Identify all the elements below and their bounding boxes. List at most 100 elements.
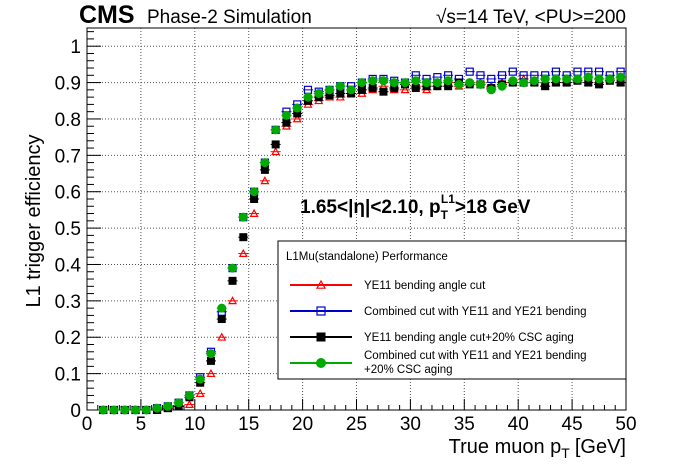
data-point [519,78,529,88]
data-point [217,303,227,313]
data-point [260,176,270,185]
data-point [379,87,388,96]
data-point [487,74,496,84]
x-axis-title-main: True muon p [449,436,562,458]
data-point [206,349,216,359]
data-point [249,187,259,197]
x-tick-label: 45 [562,414,583,435]
data-point [184,399,194,408]
data-points [98,67,626,415]
data-point [260,165,269,174]
y-axis-title: L1 trigger efficiency [23,134,45,307]
data-point [378,76,388,86]
legend-label: YE11 bending angle cut+20% CSC aging [364,332,574,344]
legend-marker [316,306,326,316]
tick-labels: 0 5 10 15 20 25 30 35 40 45 50 0 0.1 0.2 0.3 0.4 0.5 0.6 0… [55,37,637,435]
data-point [325,85,335,95]
data-point [228,263,238,273]
region-text: 1.65<|η|<2.10, p [300,197,441,218]
data-point [228,276,237,285]
legend-title: L1Mu(standalone) Performance [286,251,448,263]
y-tick-label: 1 [70,37,81,58]
simulation-label: Phase-2 Simulation [147,7,312,28]
data-point [303,92,313,102]
y-tick-label: 0.1 [55,365,81,386]
data-point [465,78,475,88]
data-point [357,78,367,88]
x-axis-title-unit: [GeV] [575,436,626,458]
data-point [195,388,205,398]
data-point [529,76,539,86]
data-point [368,76,378,86]
data-point [217,332,227,341]
data-point [400,78,410,88]
y-tick-label: 0.5 [55,219,81,240]
x-tick-label: 0 [82,414,93,435]
data-point [163,401,173,411]
data-point [583,72,593,82]
legend-entries: YE11 bending angle cut Combined cut with … [290,279,587,376]
y-tick-label: 0.2 [55,328,81,349]
x-tick-label: 50 [615,414,636,435]
data-point [572,74,582,84]
data-point [260,158,270,168]
x-axis-title-sub: T [561,445,570,461]
region-pt-sub: T [441,208,449,222]
axis-ticks [86,31,627,411]
legend-entry-2: Combined cut with YE11 and YE21 bending [290,306,587,318]
data-point [605,74,615,84]
data-point [497,71,507,80]
data-point [411,76,421,86]
y-tick-label: 0 [70,401,81,422]
data-point [109,405,119,415]
experiment-label: CMS [79,1,135,29]
data-point [120,405,130,415]
data-point [228,296,238,305]
x-tick-label: 10 [184,414,205,435]
data-point [174,398,184,408]
data-point [465,67,474,76]
data-point [551,74,561,84]
data-point [346,85,356,95]
y-tick-label: 0.4 [55,255,82,276]
series-4 [98,72,626,415]
x-axis-title: True muon pT [GeV] [449,436,626,461]
x-tick-label: 5 [136,414,147,435]
data-point [98,405,108,415]
data-point [411,84,420,93]
data-point [238,248,248,257]
data-point [271,125,281,135]
region-threshold: >18 GeV [455,197,531,218]
x-tick-label: 20 [292,414,313,435]
x-tick-label: 40 [508,414,529,435]
data-point [594,74,604,84]
legend-label: +20% CSC aging [364,364,453,376]
data-point [131,405,141,415]
data-point [292,114,302,123]
y-tick-label: 0.7 [55,146,81,167]
data-point [184,390,194,400]
data-point [249,208,259,217]
data-point [562,74,572,84]
data-point [389,78,399,88]
legend-entry-3: YE11 bending angle cut+20% CSC aging [290,332,574,344]
data-point [508,67,517,76]
data-point [282,118,291,127]
data-point [206,368,216,378]
data-point [271,146,281,156]
data-point [281,110,291,120]
data-point [616,72,626,82]
data-point [292,103,302,113]
y-tick-label: 0.9 [55,74,81,95]
legend-entry-1: YE11 bending angle cut [290,279,486,292]
region-pt-sup: L1 [441,192,455,206]
legend-marker [316,332,326,342]
legend: L1Mu(standalone) Performance YE11 bendin… [277,240,627,380]
y-tick-label: 0.8 [55,110,81,131]
data-point [239,233,248,242]
data-point [314,88,324,98]
legend-label: Combined cut with YE11 and YE21 bending [364,350,587,362]
data-point [357,85,366,94]
x-tick-label: 25 [346,414,367,435]
data-point [336,89,345,98]
